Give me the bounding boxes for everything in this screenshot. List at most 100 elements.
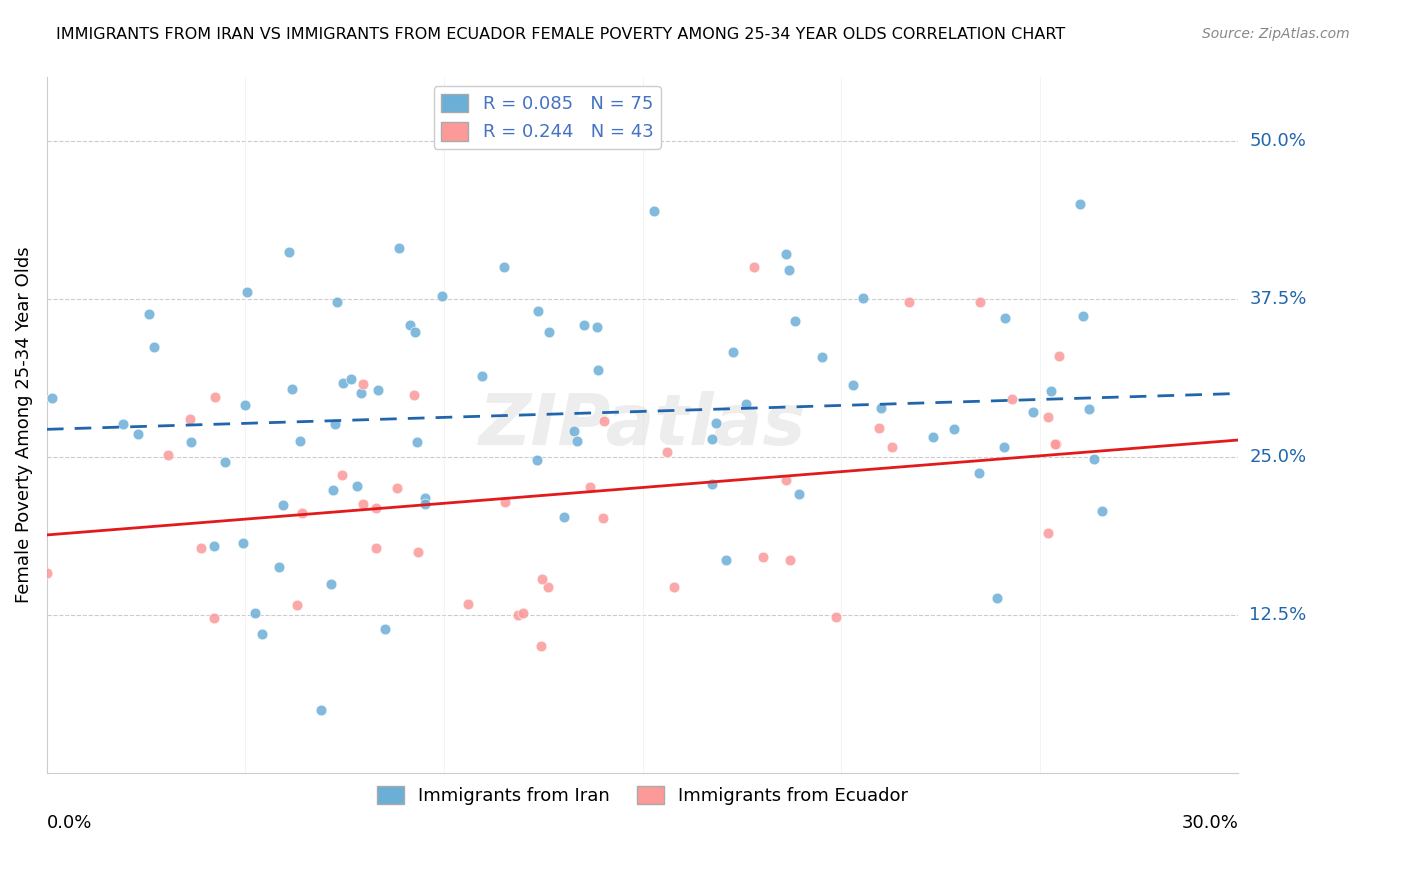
- Point: [922, 430, 945, 444]
- Point: [290, 506, 312, 520]
- Point: [531, 572, 554, 586]
- Point: [1091, 504, 1114, 518]
- Point: [190, 541, 212, 556]
- Point: [526, 453, 548, 467]
- Point: [204, 390, 226, 404]
- Point: [202, 610, 225, 624]
- Point: [1021, 405, 1043, 419]
- Point: [897, 294, 920, 309]
- Point: [1071, 310, 1094, 324]
- Point: [457, 598, 479, 612]
- Point: [1045, 437, 1067, 451]
- Point: [142, 340, 165, 354]
- Point: [1043, 436, 1066, 450]
- Point: [364, 541, 387, 556]
- Text: 50.0%: 50.0%: [1250, 132, 1306, 150]
- Point: [868, 421, 890, 435]
- Point: [243, 607, 266, 621]
- Point: [322, 483, 344, 498]
- Point: [111, 417, 134, 431]
- Point: [157, 448, 180, 462]
- Point: [986, 591, 1008, 605]
- Point: [775, 247, 797, 261]
- Point: [271, 498, 294, 512]
- Point: [643, 203, 665, 218]
- Point: [779, 553, 801, 567]
- Point: [1083, 452, 1105, 467]
- Point: [662, 580, 685, 594]
- Point: [538, 325, 561, 339]
- Point: [413, 491, 436, 505]
- Point: [565, 434, 588, 448]
- Point: [399, 318, 422, 332]
- Point: [969, 295, 991, 310]
- Point: [366, 500, 388, 515]
- Point: [430, 288, 453, 302]
- Point: [180, 434, 202, 449]
- Point: [285, 598, 308, 612]
- Point: [288, 434, 311, 449]
- Text: IMMIGRANTS FROM IRAN VS IMMIGRANTS FROM ECUADOR FEMALE POVERTY AMONG 25-34 YEAR : IMMIGRANTS FROM IRAN VS IMMIGRANTS FROM …: [56, 27, 1066, 42]
- Point: [471, 369, 494, 384]
- Text: ZIPatlas: ZIPatlas: [479, 391, 806, 459]
- Point: [512, 607, 534, 621]
- Point: [330, 467, 353, 482]
- Point: [553, 509, 575, 524]
- Text: 0.0%: 0.0%: [46, 814, 93, 832]
- Point: [41, 391, 63, 405]
- Point: [278, 244, 301, 259]
- Point: [700, 477, 723, 491]
- Point: [309, 702, 332, 716]
- Point: [388, 241, 411, 255]
- Point: [734, 396, 756, 410]
- Point: [402, 388, 425, 402]
- Point: [1001, 392, 1024, 407]
- Text: 30.0%: 30.0%: [1181, 814, 1239, 832]
- Point: [406, 435, 429, 450]
- Text: 37.5%: 37.5%: [1250, 290, 1306, 308]
- Point: [202, 539, 225, 553]
- Point: [716, 553, 738, 567]
- Point: [994, 310, 1017, 325]
- Point: [269, 559, 291, 574]
- Point: [323, 417, 346, 431]
- Point: [280, 383, 302, 397]
- Point: [37, 566, 59, 580]
- Point: [704, 416, 727, 430]
- Point: [233, 398, 256, 412]
- Point: [250, 627, 273, 641]
- Point: [1038, 525, 1060, 540]
- Point: [778, 263, 800, 277]
- Point: [127, 426, 149, 441]
- Point: [530, 640, 553, 654]
- Y-axis label: Female Poverty Among 25-34 Year Olds: Female Poverty Among 25-34 Year Olds: [15, 247, 32, 603]
- Point: [352, 377, 374, 392]
- Point: [942, 422, 965, 436]
- Point: [1049, 349, 1071, 363]
- Point: [1036, 410, 1059, 425]
- Point: [214, 455, 236, 469]
- Point: [870, 401, 893, 416]
- Point: [742, 260, 765, 274]
- Text: Source: ZipAtlas.com: Source: ZipAtlas.com: [1202, 27, 1350, 41]
- Legend: Immigrants from Iran, Immigrants from Ecuador: Immigrants from Iran, Immigrants from Ec…: [370, 779, 915, 813]
- Point: [841, 377, 863, 392]
- Point: [179, 411, 201, 425]
- Point: [527, 304, 550, 318]
- Point: [340, 372, 363, 386]
- Point: [811, 351, 834, 365]
- Point: [592, 510, 614, 524]
- Point: [350, 386, 373, 401]
- Point: [562, 424, 585, 438]
- Point: [232, 535, 254, 549]
- Point: [1069, 197, 1091, 211]
- Point: [1040, 384, 1063, 398]
- Point: [882, 440, 904, 454]
- Point: [319, 577, 342, 591]
- Point: [138, 307, 160, 321]
- Point: [492, 260, 515, 274]
- Point: [374, 622, 396, 636]
- Point: [702, 432, 724, 446]
- Point: [572, 318, 595, 332]
- Point: [1078, 402, 1101, 417]
